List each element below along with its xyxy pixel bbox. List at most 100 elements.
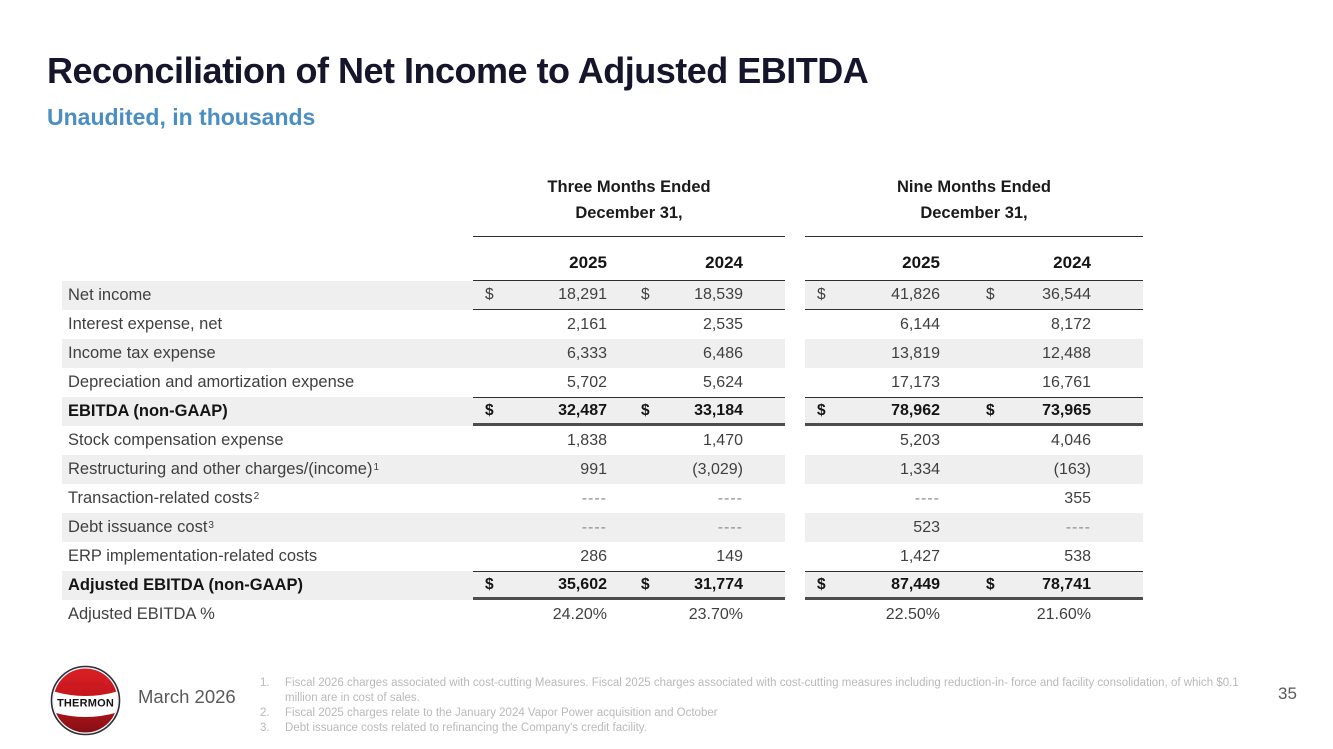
row-label: Income tax expense <box>62 339 473 368</box>
value-group: ---- ---- <box>473 484 785 513</box>
table-row: Restructuring and other charges/(income)… <box>62 455 1143 484</box>
value-group: 13,819 12,488 <box>805 339 1143 368</box>
page-title: Reconciliation of Net Income to Adjusted… <box>47 50 869 91</box>
cell-value: 1,470 <box>702 431 743 449</box>
years-three-months: 2025 2024 <box>473 237 785 281</box>
cell-value: 35,602 <box>558 575 607 593</box>
header-spacer <box>62 237 473 281</box>
column-gap <box>785 397 805 426</box>
column-gap <box>785 571 805 600</box>
cell-value: ---- <box>717 489 743 507</box>
cell-value: 33,184 <box>694 401 743 419</box>
cell-value: 31,774 <box>694 575 743 593</box>
cell-value: ---- <box>914 489 940 507</box>
value-group: 2,161 2,535 <box>473 310 785 339</box>
value-group: 1,838 1,470 <box>473 426 785 455</box>
row-label: Interest expense, net <box>68 315 223 333</box>
table-row: Depreciation and amortization expense 5,7… <box>62 368 1143 397</box>
cell-value: 87,449 <box>891 575 940 593</box>
column-gap <box>785 310 805 339</box>
year-column-header: 2024 <box>1053 253 1091 272</box>
value-group: 6,333 6,486 <box>473 339 785 368</box>
value-group: $78,962 $73,965 <box>805 397 1143 426</box>
value-group: 991 (3,029) <box>473 455 785 484</box>
cell-value: 22.50% <box>885 605 940 623</box>
dollar-sign: $ <box>986 286 995 303</box>
row-label: Adjusted EBITDA (non-GAAP) <box>62 571 473 600</box>
dollar-sign: $ <box>485 286 494 303</box>
cell-value: 13,819 <box>891 344 940 362</box>
column-gap <box>785 513 805 542</box>
cell-value: (163) <box>1053 460 1091 478</box>
row-label: Depreciation and amortization expense <box>68 373 355 391</box>
value-group: 24.20% 23.70% <box>473 600 785 629</box>
row-label: Net income <box>62 281 473 310</box>
table-row: Transaction-related costs 2 ---- ---- ---- 35… <box>62 484 1143 513</box>
dollar-sign: $ <box>485 575 494 593</box>
cell-value: 23.70% <box>688 605 743 623</box>
table-row: Stock compensation expense 1,838 1,470 5,20… <box>62 426 1143 455</box>
cell-value: 1,334 <box>899 460 940 478</box>
cell-value: ---- <box>1065 518 1091 536</box>
column-gap <box>785 600 805 629</box>
value-group: 5,203 4,046 <box>805 426 1143 455</box>
page-number: 35 <box>1278 684 1297 703</box>
table-header-years: 2025 2024 2025 2024 <box>62 237 1143 281</box>
footnote-number: 3. <box>260 722 270 734</box>
value-group: $32,487 $33,184 <box>473 397 785 426</box>
column-gap <box>785 166 805 237</box>
cell-value: 78,741 <box>1042 575 1091 593</box>
column-gap <box>785 339 805 368</box>
cell-value: 36,544 <box>1042 286 1091 303</box>
dollar-sign: $ <box>817 401 826 419</box>
cell-value: 6,486 <box>702 344 743 362</box>
dollar-sign: $ <box>817 286 826 303</box>
value-group: ---- ---- <box>473 513 785 542</box>
cell-value: 21.60% <box>1036 605 1091 623</box>
row-label: Transaction-related costs 2 <box>68 489 260 507</box>
table-row: ERP implementation-related costs 286 149 1,… <box>62 542 1143 571</box>
column-gap <box>785 368 805 397</box>
group-header-line2: December 31, <box>575 204 683 222</box>
header-spacer <box>62 166 473 237</box>
page-subtitle: Unaudited, in thousands <box>47 104 316 130</box>
footnote-number: 2. <box>260 707 270 719</box>
cell-value: 1,427 <box>899 547 940 565</box>
column-gap <box>785 237 805 281</box>
dollar-sign: $ <box>485 401 494 419</box>
dollar-sign: $ <box>986 575 995 593</box>
value-group: 22.50% 21.60% <box>805 600 1143 629</box>
column-gap <box>785 542 805 571</box>
cell-value: 991 <box>580 460 607 478</box>
row-label: Restructuring and other charges/(income)… <box>62 455 473 484</box>
cell-value: 12,488 <box>1042 344 1091 362</box>
value-group: $18,291 $18,539 <box>473 281 785 310</box>
cell-value: 6,333 <box>566 344 607 362</box>
table-row: Adjusted EBITDA % 24.20% 23.70% 22.50% 21.60… <box>62 600 1143 629</box>
value-group: ---- 355 <box>805 484 1143 513</box>
value-group: 17,173 16,761 <box>805 368 1143 397</box>
cell-value: ---- <box>581 518 607 536</box>
cell-value: 78,962 <box>891 401 940 419</box>
cell-value: 8,172 <box>1050 315 1091 333</box>
value-group: $35,602 $31,774 <box>473 571 785 600</box>
dollar-sign: $ <box>641 575 650 593</box>
footnotes: 1. Fiscal 2026 charges associated with c… <box>260 676 1264 736</box>
group-header-line1: Nine Months Ended <box>897 178 1051 196</box>
value-group: $41,826 $36,544 <box>805 281 1143 310</box>
cell-value: ---- <box>581 489 607 507</box>
table-header-groups: Three Months Ended December 31, Nine Mon… <box>62 166 1143 237</box>
table-row: Adjusted EBITDA (non-GAAP) $35,602 $31,774… <box>62 571 1143 600</box>
year-column-header: 2025 <box>569 253 607 272</box>
logo-wordmark: THERMON <box>57 698 114 710</box>
cell-value: 16,761 <box>1042 373 1091 391</box>
dollar-sign: $ <box>641 286 650 303</box>
table-row: Income tax expense 6,333 6,486 13,819 12,488 <box>62 339 1143 368</box>
value-group: $87,449 $78,741 <box>805 571 1143 600</box>
group-header-three-months: Three Months Ended December 31, <box>473 166 785 237</box>
footnote: 2. Fiscal 2025 charges relate to the Jan… <box>260 706 1264 721</box>
group-header-line1: Three Months Ended <box>547 178 711 196</box>
slide-date: March 2026 <box>138 686 236 707</box>
cell-value: 286 <box>580 547 607 565</box>
